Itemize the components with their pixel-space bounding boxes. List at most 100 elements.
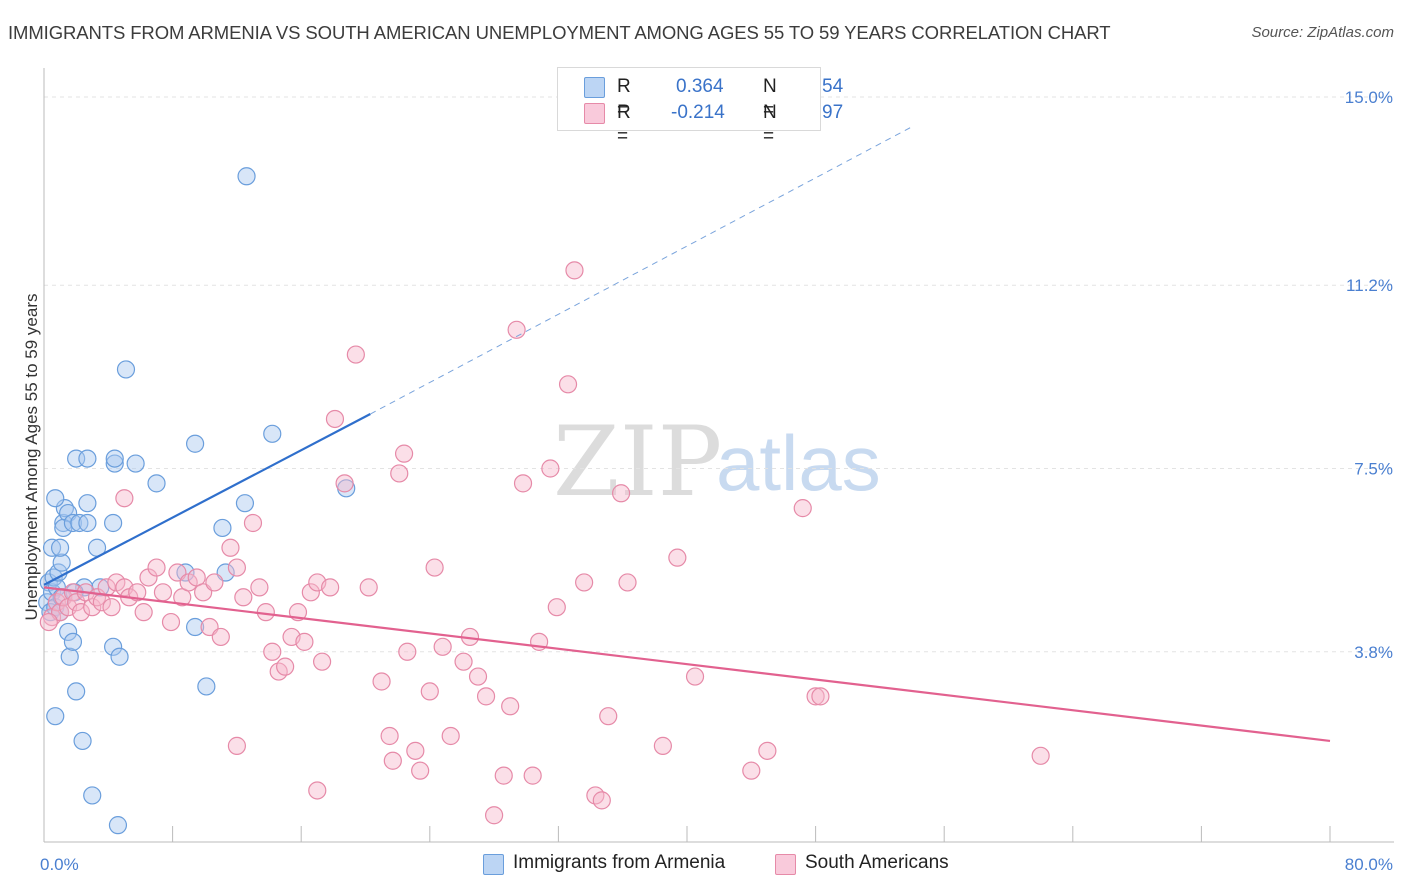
south-american-point bbox=[71, 603, 91, 622]
trend-lines bbox=[43, 126, 1331, 743]
south-american-point bbox=[325, 409, 345, 429]
armenia-point bbox=[46, 707, 65, 726]
south-american-point bbox=[383, 751, 402, 770]
y-tick-label: 7.5% bbox=[1354, 460, 1393, 479]
south-american-trend-line bbox=[43, 586, 1331, 743]
south-american-point bbox=[234, 588, 253, 607]
south-american-point bbox=[295, 632, 314, 651]
series-swatch-south-american bbox=[775, 854, 796, 875]
legend-n-value-armenia: 54 bbox=[822, 76, 844, 97]
watermark-atlas: atlas bbox=[716, 419, 881, 507]
series-label-south-american: South Americans bbox=[805, 852, 949, 873]
south-american-point bbox=[321, 578, 340, 597]
south-american-point bbox=[147, 558, 166, 577]
x-tick-max: 80.0% bbox=[1345, 855, 1393, 874]
armenia-point bbox=[108, 816, 128, 835]
armenia-point bbox=[237, 167, 256, 186]
armenia-point bbox=[213, 518, 232, 538]
series-swatch-armenia bbox=[483, 854, 504, 875]
south-american-point bbox=[115, 489, 134, 508]
armenia-point bbox=[197, 677, 216, 696]
south-american-point bbox=[211, 627, 230, 647]
south-american-point bbox=[758, 741, 777, 760]
south-american-point bbox=[134, 603, 153, 622]
south-american-point bbox=[1031, 746, 1050, 765]
armenia-point bbox=[59, 622, 78, 642]
south-american-point bbox=[205, 573, 224, 592]
south-american-point bbox=[433, 637, 452, 656]
south-american-point bbox=[308, 781, 327, 800]
armenia-point bbox=[186, 434, 205, 453]
armenia-point bbox=[105, 454, 124, 473]
armenia-point bbox=[55, 499, 74, 518]
armenia-point bbox=[235, 494, 255, 513]
legend-n-label: N = bbox=[763, 76, 777, 121]
legend-n-value-south-american: 97 bbox=[822, 102, 844, 123]
south-american-point bbox=[468, 667, 488, 686]
south-american-point bbox=[806, 687, 825, 706]
legend-swatch-south-american bbox=[584, 103, 605, 124]
data-points bbox=[38, 167, 1050, 835]
y-tick-label: 15.0% bbox=[1345, 88, 1393, 107]
south-american-point bbox=[611, 484, 631, 503]
south-american-point bbox=[411, 761, 430, 780]
south-american-point bbox=[668, 548, 687, 567]
armenia-point bbox=[104, 637, 123, 656]
south-american-point bbox=[618, 573, 637, 592]
armenia-trend-extension bbox=[370, 126, 913, 415]
legend-n-label: N = bbox=[763, 102, 777, 147]
armenia-point bbox=[263, 424, 282, 443]
south-american-point bbox=[161, 612, 181, 632]
legend-swatch-armenia bbox=[584, 77, 605, 98]
south-american-point bbox=[441, 726, 460, 746]
south-american-point bbox=[653, 736, 672, 755]
legend-r-label: R = bbox=[617, 76, 631, 121]
south-american-point bbox=[221, 538, 240, 557]
south-american-point bbox=[501, 697, 520, 716]
armenia-point bbox=[46, 489, 65, 508]
armenia-point bbox=[60, 647, 79, 666]
south-american-point bbox=[592, 791, 611, 810]
south-american-point bbox=[250, 578, 269, 597]
south-american-point bbox=[425, 558, 444, 577]
south-american-point bbox=[420, 682, 439, 701]
y-tick-label: 3.8% bbox=[1354, 643, 1393, 662]
south-american-point bbox=[128, 583, 147, 602]
armenia-point bbox=[105, 449, 124, 468]
south-american-point bbox=[599, 707, 618, 726]
south-american-point bbox=[523, 766, 542, 785]
armenia-point bbox=[186, 617, 205, 637]
south-american-point bbox=[102, 598, 121, 617]
south-american-point bbox=[547, 598, 566, 617]
south-american-point bbox=[243, 513, 263, 533]
south-american-point bbox=[454, 652, 473, 671]
south-american-point bbox=[685, 667, 705, 686]
south-american-point bbox=[153, 583, 173, 602]
y-tick-label: 11.2% bbox=[1346, 276, 1393, 295]
south-american-point bbox=[372, 672, 391, 691]
armenia-point bbox=[83, 786, 102, 805]
south-american-point bbox=[312, 652, 332, 671]
axes bbox=[43, 68, 1394, 843]
south-american-point bbox=[565, 261, 584, 280]
armenia-point bbox=[104, 513, 123, 533]
south-american-point bbox=[811, 687, 830, 706]
south-american-point bbox=[390, 464, 409, 483]
south-american-point bbox=[541, 459, 560, 478]
armenia-point bbox=[52, 553, 71, 572]
south-american-point bbox=[227, 736, 246, 755]
south-american-point bbox=[394, 444, 414, 463]
armenia-trend-line bbox=[43, 413, 371, 586]
armenia-point bbox=[73, 731, 92, 751]
x-tick-min: 0.0% bbox=[40, 855, 79, 874]
south-american-point bbox=[335, 474, 354, 493]
south-american-point bbox=[793, 499, 812, 518]
armenia-point bbox=[78, 449, 97, 468]
south-american-point bbox=[507, 320, 526, 339]
source-credit: Source: ZipAtlas.com bbox=[1251, 24, 1394, 41]
south-american-point bbox=[276, 657, 295, 676]
south-american-point bbox=[227, 558, 246, 577]
watermark: ZIP atlas bbox=[553, 406, 881, 518]
south-american-point bbox=[263, 642, 282, 661]
